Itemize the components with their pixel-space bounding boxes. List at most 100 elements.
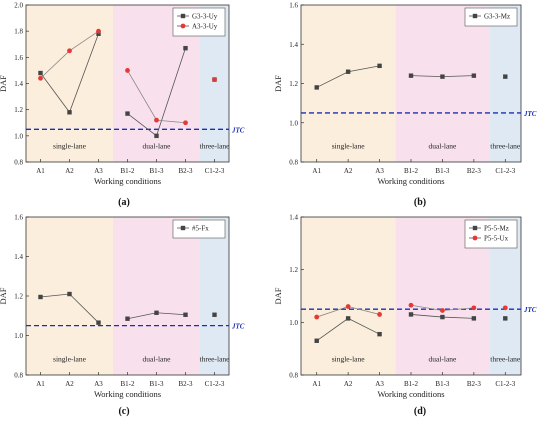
data-point <box>471 316 477 321</box>
x-tick-label: B1-3 <box>150 380 165 388</box>
x-tick-label: B1-3 <box>435 380 450 388</box>
x-tick-label: A3 <box>375 167 384 175</box>
data-point <box>96 28 101 34</box>
x-tick-label: B1-3 <box>150 167 165 175</box>
data-point <box>183 120 188 126</box>
y-tick-label: 1.6 <box>289 2 298 10</box>
panel-caption: (d) <box>414 406 426 417</box>
region-label: single-lane <box>53 355 87 364</box>
threshold-label: JTC <box>523 306 537 314</box>
y-tick-label: 0.8 <box>289 159 298 167</box>
data-point <box>408 302 414 308</box>
y-tick-label: 2.0 <box>14 2 23 10</box>
data-point <box>67 48 72 54</box>
x-tick-label: A2 <box>344 380 353 388</box>
data-point <box>408 312 414 317</box>
legend-box <box>464 219 518 249</box>
data-point <box>440 314 445 320</box>
x-tick-label: C1-2-3 <box>495 380 515 388</box>
chart-panel: single-lane dual-lane three-laneJTC0.81.01… <box>0 214 245 418</box>
data-point <box>38 75 43 81</box>
x-tick-label: A1 <box>312 167 321 175</box>
x-axis-label: Working conditions <box>94 176 161 186</box>
data-point <box>212 312 217 317</box>
region-label: dual-lane <box>143 355 172 364</box>
x-tick-label: A1 <box>36 380 45 388</box>
legend-label: A3-3-Uy <box>192 23 218 31</box>
region-label: dual-lane <box>143 142 172 151</box>
x-tick-label: B1-2 <box>121 167 136 175</box>
y-tick-label: 0.8 <box>289 372 298 380</box>
x-axis-label: Working conditions <box>94 389 161 399</box>
y-tick-label: 0.8 <box>14 372 23 380</box>
y-axis-label: DAF <box>0 75 8 92</box>
data-point <box>67 291 72 297</box>
y-tick-label: 1.8 <box>14 28 23 36</box>
data-point <box>408 73 414 78</box>
legend-marker <box>472 13 478 19</box>
x-tick-label: A3 <box>94 380 103 388</box>
region-band <box>200 217 229 375</box>
data-point <box>377 63 382 69</box>
data-point <box>377 331 382 337</box>
x-tick-label: B2-3 <box>467 380 482 388</box>
x-tick-label: A2 <box>344 167 353 175</box>
legend-box <box>172 219 226 239</box>
legend-label: G3-3-Uy <box>192 13 218 21</box>
x-tick-label: B2-3 <box>467 167 482 175</box>
legend-label: P5-5-Ux <box>484 235 509 243</box>
data-point <box>503 316 508 321</box>
chart-panel: single-lane dual-lane three-laneJTC0.81.01… <box>0 2 245 209</box>
region-label: three-lane <box>200 142 231 151</box>
legend-box <box>464 7 518 27</box>
legend-marker <box>472 225 478 231</box>
x-tick-label: B1-2 <box>404 167 419 175</box>
data-point <box>440 308 445 313</box>
data-point <box>154 310 159 315</box>
data-point <box>345 69 351 74</box>
x-tick-label: A3 <box>94 167 103 175</box>
data-point <box>183 45 188 51</box>
legend-marker <box>180 225 186 231</box>
data-point <box>345 304 351 309</box>
panel-caption: (c) <box>118 406 129 417</box>
panel-caption: (a) <box>118 197 130 208</box>
region-band <box>301 217 396 375</box>
chart-panel: single-lane dual-lane three-laneJTC0.81.01… <box>273 214 537 418</box>
legend-label: #5-Fx <box>192 225 209 233</box>
region-label: three-lane <box>490 142 521 151</box>
y-tick-label: 1.6 <box>14 54 23 62</box>
region-band <box>113 217 200 375</box>
data-point <box>440 74 445 79</box>
data-point <box>314 338 319 343</box>
data-point <box>503 74 508 79</box>
threshold-label: JTC <box>231 323 245 331</box>
x-tick-label: B1-2 <box>121 380 136 388</box>
y-tick-label: 1.2 <box>289 80 298 88</box>
panel-caption: (b) <box>414 197 426 208</box>
y-tick-label: 1.4 <box>289 214 298 222</box>
data-point <box>96 31 101 36</box>
chart-panel: single-lane dual-lane three-laneJTC0.81.01… <box>273 2 537 209</box>
y-tick-label: 1.6 <box>14 214 23 222</box>
x-axis-label: Working conditions <box>377 389 444 399</box>
data-point <box>471 73 477 78</box>
x-tick-label: C1-2-3 <box>205 380 225 388</box>
legend-marker <box>472 235 478 241</box>
y-axis-label: DAF <box>0 287 8 304</box>
legend-label: G3-3-Mz <box>484 13 510 21</box>
legend-marker <box>180 13 186 19</box>
x-tick-label: A1 <box>36 167 45 175</box>
threshold-label: JTC <box>523 110 537 118</box>
data-point <box>471 305 477 311</box>
y-tick-label: 1.2 <box>14 293 23 301</box>
x-tick-label: B2-3 <box>179 380 194 388</box>
region-label: three-lane <box>200 355 231 364</box>
data-point <box>67 110 72 115</box>
legend-label: P5-5-Mz <box>484 225 509 233</box>
y-tick-label: 1.4 <box>14 80 23 88</box>
data-point <box>96 320 101 325</box>
y-tick-label: 0.8 <box>14 159 23 167</box>
data-point <box>125 316 130 321</box>
